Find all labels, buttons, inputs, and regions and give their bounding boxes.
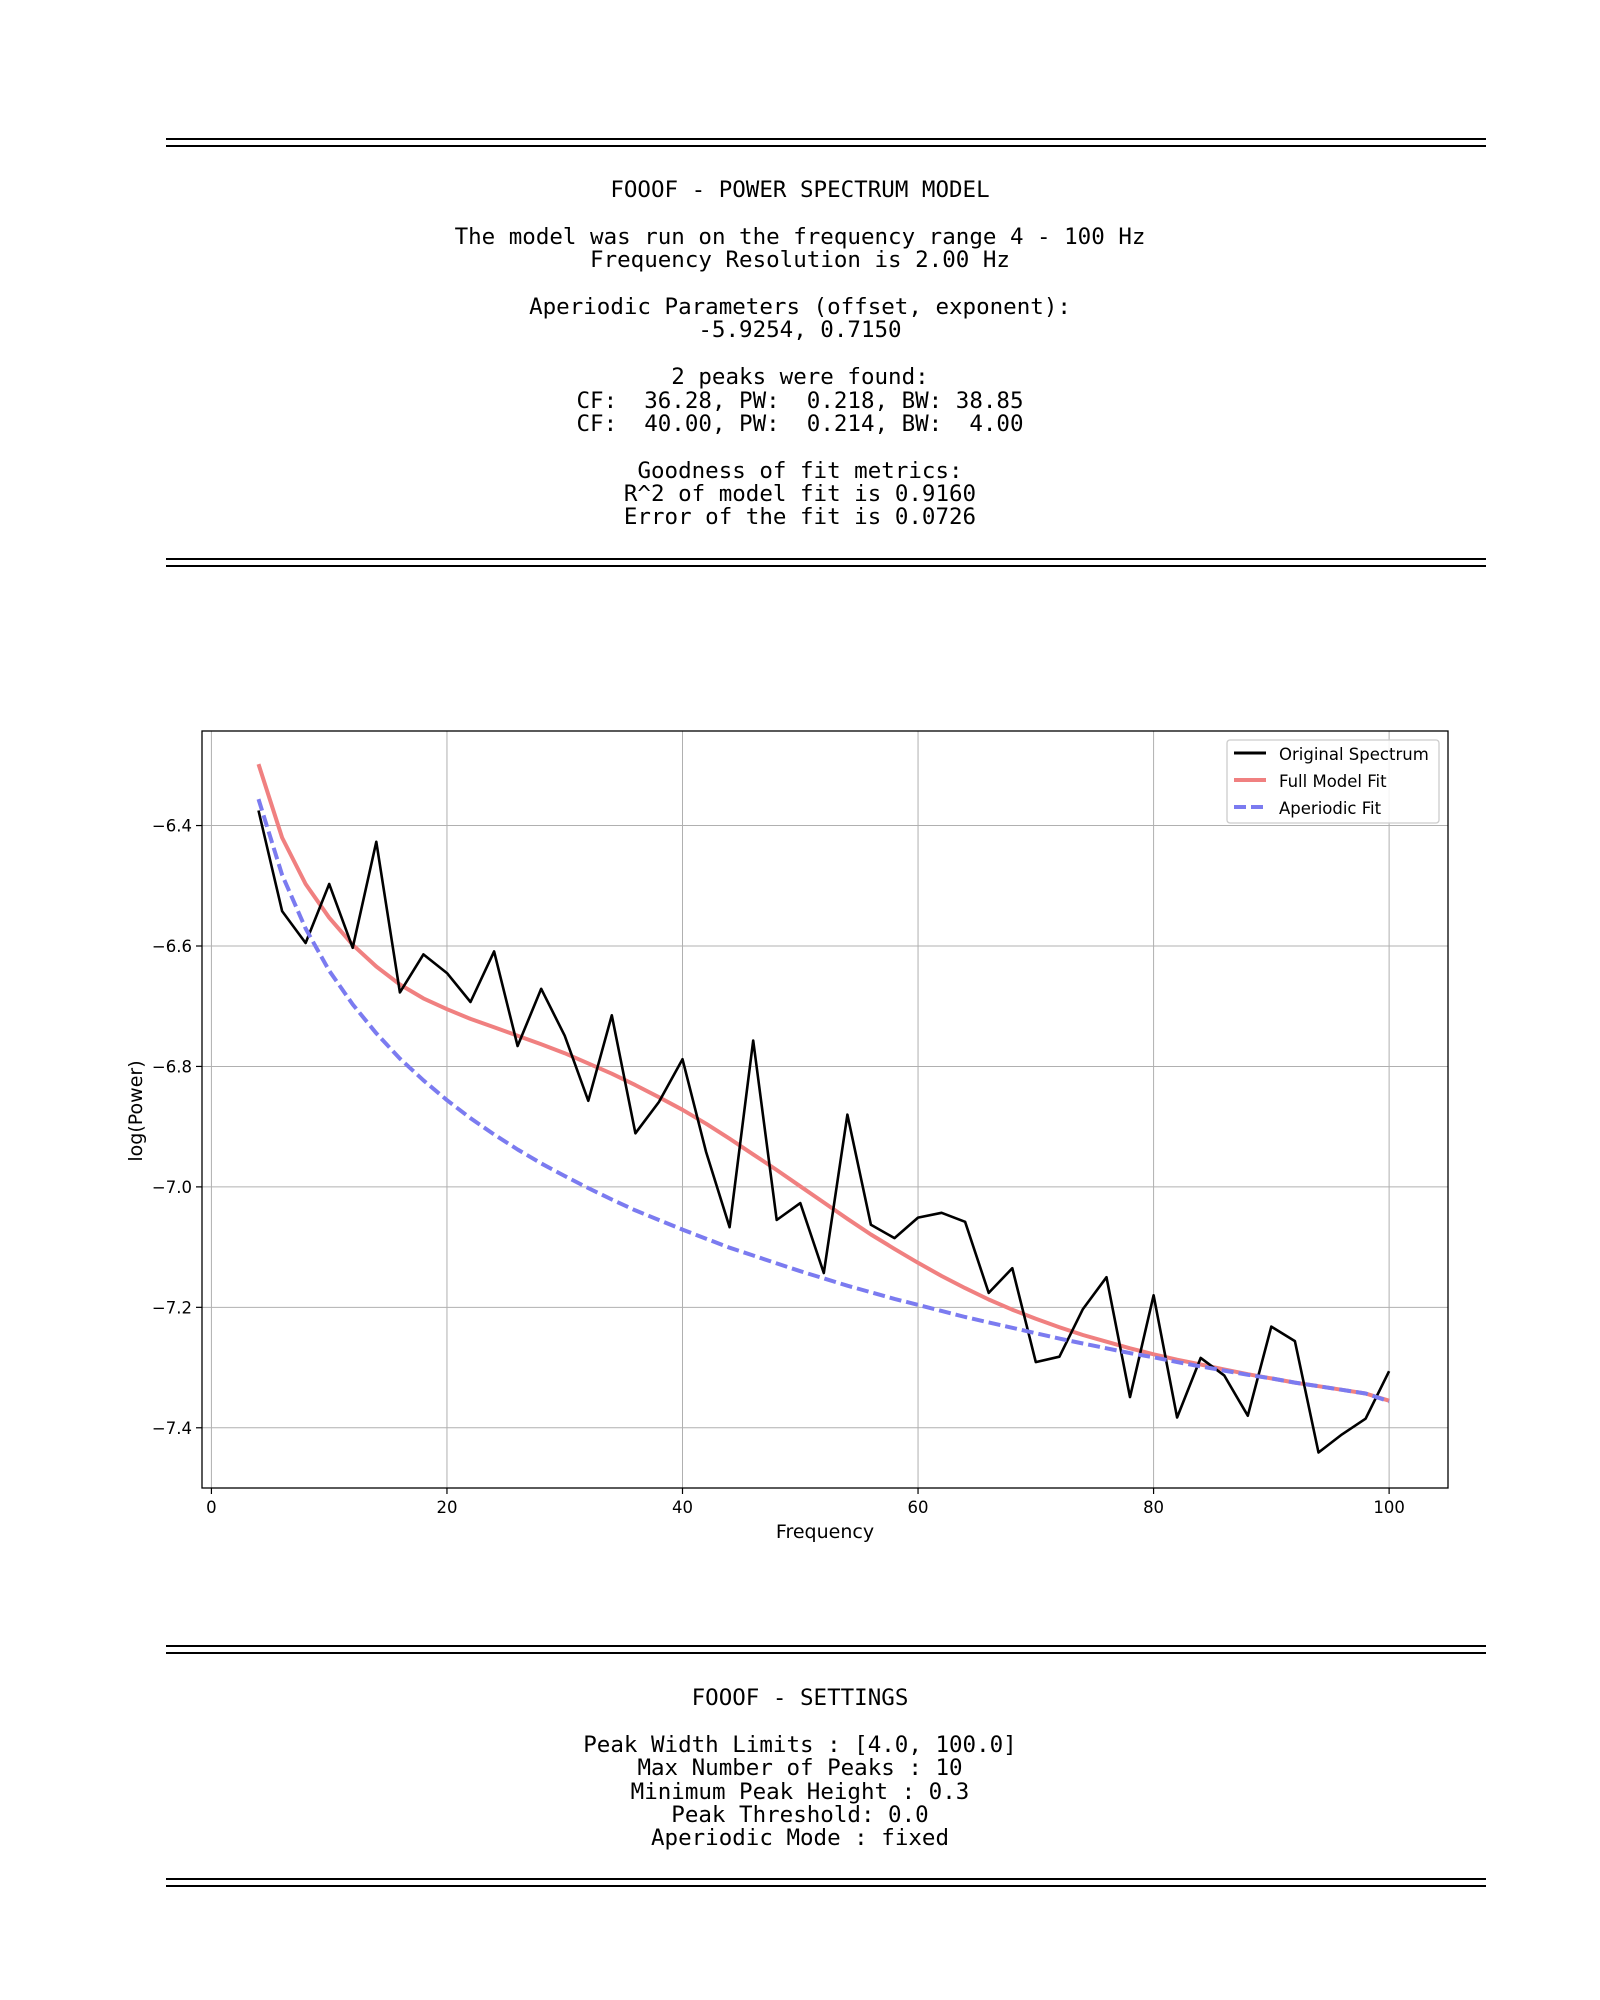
y-tick-label: −6.6 bbox=[152, 937, 192, 956]
aperiodic-header: Aperiodic Parameters (offset, exponent): bbox=[529, 293, 1071, 320]
frequency-range-line: The model was run on the frequency range… bbox=[454, 223, 1146, 250]
setting-line: Peak Threshold: 0.0 bbox=[671, 1801, 929, 1828]
original-spectrum-line bbox=[257, 810, 1391, 1454]
peak-line: CF: 36.28, PW: 0.218, BW: 38.85 bbox=[576, 387, 1024, 414]
y-tick-label: −6.8 bbox=[152, 1057, 192, 1076]
setting-line: Peak Width Limits : [4.0, 100.0] bbox=[583, 1731, 1017, 1758]
legend: Original Spectrum Full Model Fit Aperiod… bbox=[1226, 739, 1440, 824]
settings-report: FOOOF - SETTINGS Peak Width Limits : [4.… bbox=[0, 1685, 1600, 1852]
top-separator-lower bbox=[166, 557, 1486, 569]
x-axis-label: Frequency bbox=[776, 1521, 874, 1543]
fit-error-line: Error of the fit is 0.0726 bbox=[623, 504, 977, 531]
setting-line: Max Number of Peaks : 10 bbox=[637, 1755, 963, 1782]
peaks-header: 2 peaks were found: bbox=[671, 364, 929, 391]
r-squared-line: R^2 of model fit is 0.9160 bbox=[623, 481, 977, 508]
series-lines bbox=[256, 763, 1391, 1454]
y-axis-label: log(Power) bbox=[125, 1060, 147, 1161]
legend-label-original: Original Spectrum bbox=[1279, 745, 1429, 764]
aperiodic-fit-line bbox=[256, 798, 1390, 1404]
y-ticks: −6.4 −6.6 −6.8 −7.0 −7.2 −7.4 bbox=[152, 817, 202, 1438]
x-tick-label: 0 bbox=[206, 1498, 217, 1517]
x-ticks: 0 20 40 60 80 100 bbox=[206, 1488, 1405, 1517]
x-tick-label: 60 bbox=[908, 1498, 929, 1517]
settings-title: FOOOF - SETTINGS bbox=[691, 1685, 909, 1711]
frequency-resolution-line: Frequency Resolution is 2.00 Hz bbox=[590, 247, 1010, 274]
aperiodic-values: -5.9254, 0.7150 bbox=[698, 317, 902, 344]
power-spectrum-chart: 0 20 40 60 80 100 −6.4 −6.6 −6.8 −7.0 −7.2 −7.4 Fr… bbox=[125, 730, 1449, 1543]
top-separator-upper bbox=[166, 137, 1486, 149]
gof-header: Goodness of fit metrics: bbox=[637, 457, 963, 484]
x-tick-label: 80 bbox=[1143, 1498, 1164, 1517]
y-tick-label: −7.0 bbox=[152, 1178, 192, 1197]
y-tick-label: −7.4 bbox=[152, 1419, 192, 1438]
full-model-fit-line bbox=[256, 763, 1390, 1403]
y-tick-label: −6.4 bbox=[152, 817, 192, 836]
x-tick-label: 40 bbox=[672, 1498, 693, 1517]
x-tick-label: 20 bbox=[436, 1498, 457, 1517]
legend-box bbox=[1226, 739, 1440, 824]
peak-line: CF: 40.00, PW: 0.214, BW: 4.00 bbox=[576, 410, 1024, 437]
settings-separator-lower bbox=[166, 1877, 1486, 1889]
x-tick-label: 100 bbox=[1373, 1498, 1405, 1517]
setting-line: Minimum Peak Height : 0.3 bbox=[630, 1778, 970, 1805]
model-report: FOOOF - POWER SPECTRUM MODEL The model w… bbox=[0, 177, 1600, 531]
legend-label-full-model: Full Model Fit bbox=[1279, 772, 1387, 791]
axes-frame bbox=[201, 730, 1449, 1489]
legend-label-aperiodic: Aperiodic Fit bbox=[1279, 799, 1382, 818]
settings-separator-upper bbox=[166, 1644, 1486, 1656]
report-title: FOOOF - POWER SPECTRUM MODEL bbox=[610, 177, 990, 203]
setting-line: Aperiodic Mode : fixed bbox=[650, 1825, 949, 1852]
grid-lines bbox=[202, 731, 1448, 1488]
y-tick-label: −7.2 bbox=[152, 1298, 192, 1317]
